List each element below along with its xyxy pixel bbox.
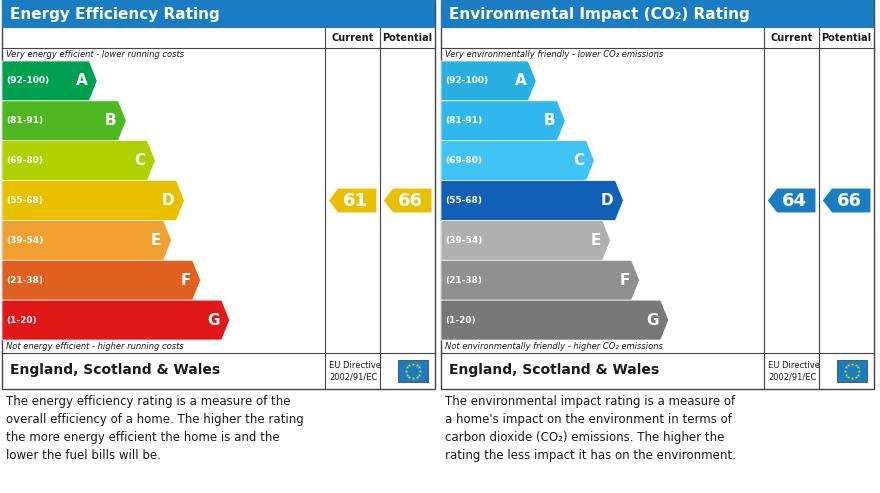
Polygon shape — [441, 61, 536, 101]
Polygon shape — [441, 260, 640, 300]
Polygon shape — [2, 260, 201, 300]
Text: The energy efficiency rating is a measure of the
overall efficiency of a home. T: The energy efficiency rating is a measur… — [6, 395, 304, 462]
Text: G: G — [207, 313, 220, 327]
Text: Very environmentally friendly - lower CO₂ emissions: Very environmentally friendly - lower CO… — [445, 50, 664, 59]
Polygon shape — [441, 101, 565, 141]
Text: D: D — [162, 193, 174, 208]
Text: The environmental impact rating is a measure of
a home's impact on the environme: The environmental impact rating is a mea… — [445, 395, 736, 462]
Text: Not energy efficient - higher running costs: Not energy efficient - higher running co… — [6, 342, 184, 351]
Text: 61: 61 — [343, 191, 368, 210]
Polygon shape — [766, 187, 817, 213]
Text: D: D — [601, 193, 613, 208]
Text: Potential: Potential — [383, 33, 433, 43]
Text: (21-38): (21-38) — [445, 276, 482, 285]
Text: Environmental Impact (CO₂) Rating: Environmental Impact (CO₂) Rating — [449, 6, 750, 22]
Text: B: B — [105, 113, 116, 128]
Bar — [837, 360, 867, 382]
Bar — [2, 0, 435, 389]
Text: (39-54): (39-54) — [6, 236, 43, 245]
Polygon shape — [2, 101, 127, 141]
Text: England, Scotland & Wales: England, Scotland & Wales — [10, 363, 220, 377]
Text: 66: 66 — [837, 191, 862, 210]
Polygon shape — [2, 61, 97, 101]
Bar — [2, 0, 435, 28]
Text: Very energy efficient - lower running costs: Very energy efficient - lower running co… — [6, 50, 184, 59]
Bar — [441, 0, 874, 389]
Text: (92-100): (92-100) — [6, 76, 49, 85]
Polygon shape — [441, 220, 611, 260]
Text: Potential: Potential — [821, 33, 871, 43]
Polygon shape — [822, 187, 871, 213]
Text: B: B — [544, 113, 555, 128]
Bar — [441, 0, 874, 28]
Text: (1-20): (1-20) — [445, 316, 475, 324]
Polygon shape — [441, 180, 623, 220]
Polygon shape — [327, 187, 378, 213]
Text: 66: 66 — [398, 191, 423, 210]
Text: (69-80): (69-80) — [6, 156, 43, 165]
Polygon shape — [2, 300, 230, 340]
Text: (55-68): (55-68) — [445, 196, 482, 205]
Text: (39-54): (39-54) — [445, 236, 482, 245]
Polygon shape — [441, 141, 594, 180]
Polygon shape — [2, 141, 156, 180]
Text: Current: Current — [770, 33, 812, 43]
Text: E: E — [151, 233, 162, 248]
Text: G: G — [646, 313, 658, 327]
Text: A: A — [515, 73, 526, 88]
Text: Energy Efficiency Rating: Energy Efficiency Rating — [10, 6, 220, 22]
Text: Not environmentally friendly - higher CO₂ emissions: Not environmentally friendly - higher CO… — [445, 342, 663, 351]
Bar — [398, 360, 428, 382]
Polygon shape — [383, 187, 432, 213]
Text: F: F — [180, 273, 191, 288]
Text: (21-38): (21-38) — [6, 276, 43, 285]
Text: EU Directive
2002/91/EC: EU Directive 2002/91/EC — [329, 361, 381, 381]
Text: (92-100): (92-100) — [445, 76, 488, 85]
Text: F: F — [620, 273, 629, 288]
Text: E: E — [590, 233, 600, 248]
Polygon shape — [441, 300, 669, 340]
Text: C: C — [573, 153, 584, 168]
Text: (81-91): (81-91) — [6, 116, 43, 125]
Text: (55-68): (55-68) — [6, 196, 43, 205]
Text: England, Scotland & Wales: England, Scotland & Wales — [449, 363, 659, 377]
Text: A: A — [76, 73, 87, 88]
Polygon shape — [2, 220, 172, 260]
Text: EU Directive
2002/91/EC: EU Directive 2002/91/EC — [768, 361, 820, 381]
Text: C: C — [135, 153, 145, 168]
Text: (1-20): (1-20) — [6, 316, 37, 324]
Text: (69-80): (69-80) — [445, 156, 482, 165]
Polygon shape — [2, 180, 185, 220]
Text: Current: Current — [332, 33, 374, 43]
Text: (81-91): (81-91) — [445, 116, 482, 125]
Text: 64: 64 — [782, 191, 807, 210]
